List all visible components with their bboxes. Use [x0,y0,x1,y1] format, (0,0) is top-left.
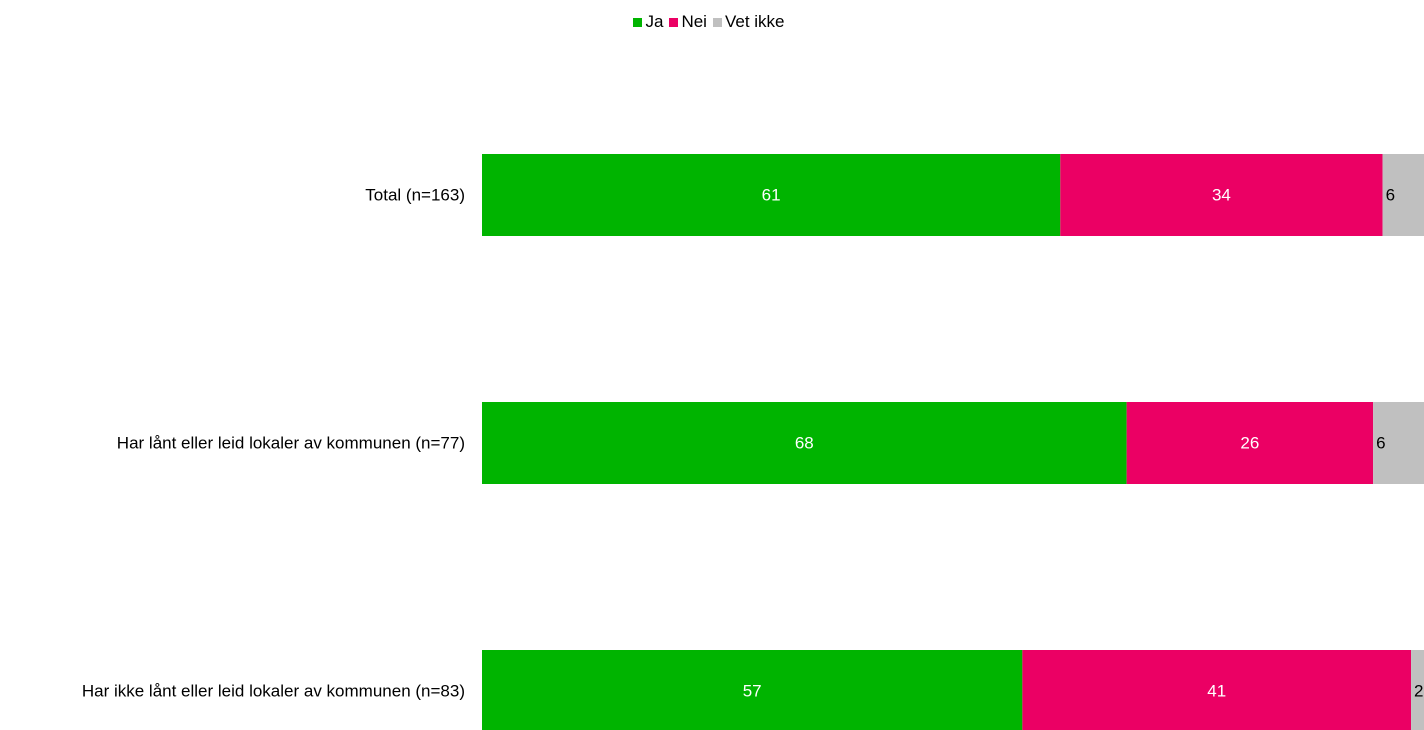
data-label-vet-ikke: 6 [1376,434,1385,453]
bar-nei [1126,402,1374,484]
category-label: Har ikke lånt eller leid lokaler av komm… [82,682,465,701]
data-label-vet-ikke: 2 [1414,682,1423,701]
bar-vet-ikke [1411,650,1424,730]
category-label: Total (n=163) [365,186,465,205]
legend-label-nei: Nei [681,12,707,31]
category-label: Har lånt eller leid lokaler av kommunen … [117,434,465,453]
data-label-nei: 41 [1207,682,1226,701]
data-label-ja: 57 [743,682,762,701]
legend-item-vet-ikke: Vet ikke [712,12,785,32]
legend-item-nei: Nei [669,12,707,32]
data-label-ja: 68 [795,434,814,453]
bar-ja [482,154,1061,236]
data-label-vet-ikke: 6 [1386,186,1395,205]
legend-swatch-ja [633,17,643,27]
legend: Ja Nei Vet ikke [0,12,1424,32]
data-label-ja: 61 [762,186,781,205]
bar-nei [1060,154,1383,236]
legend-swatch-nei [669,17,679,27]
legend-label-vet-ikke: Vet ikke [724,12,785,31]
bar-ja [482,402,1127,484]
data-label-nei: 34 [1212,186,1231,205]
bar-vet-ikke [1382,154,1424,236]
data-label-nei: 26 [1240,434,1259,453]
bar-vet-ikke [1373,402,1424,484]
legend-item-ja: Ja [633,12,663,32]
legend-swatch-vet-ikke [712,17,722,27]
bar-ja [482,650,1023,730]
legend-label-ja: Ja [645,12,664,31]
bar-nei [1022,650,1412,730]
